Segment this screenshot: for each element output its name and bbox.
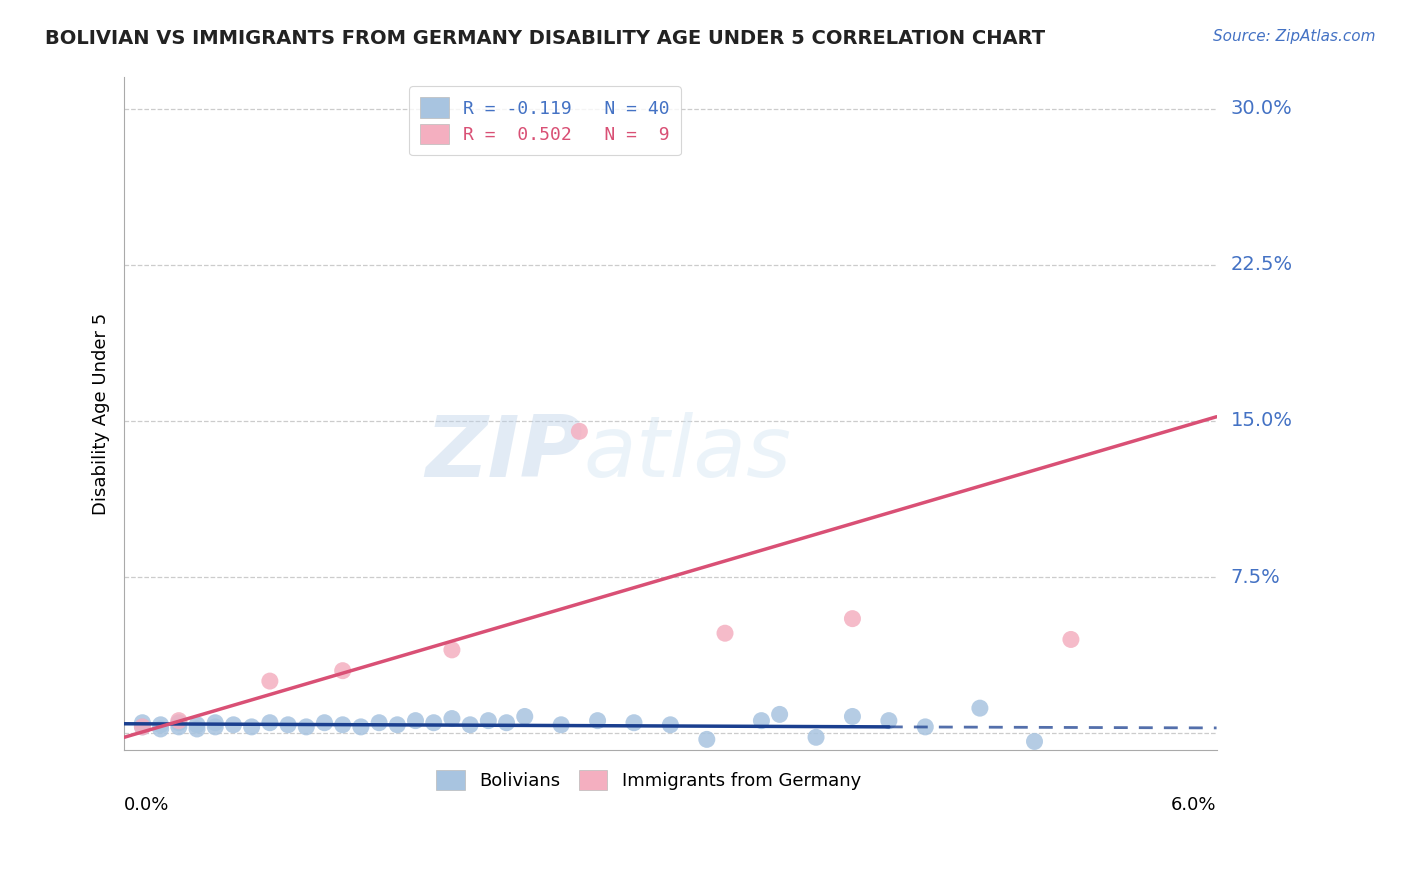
Text: Source: ZipAtlas.com: Source: ZipAtlas.com [1212, 29, 1375, 44]
Point [350, 720, 373, 734]
Point [259, 674, 281, 689]
Point [422, 715, 444, 730]
Text: BOLIVIAN VS IMMIGRANTS FROM GERMANY DISABILITY AGE UNDER 5 CORRELATION CHART: BOLIVIAN VS IMMIGRANTS FROM GERMANY DISA… [45, 29, 1045, 47]
Point [405, 714, 427, 728]
Point [458, 718, 481, 732]
Point [332, 664, 354, 678]
Point [1060, 632, 1083, 647]
Point [440, 643, 463, 657]
Point [914, 720, 936, 734]
Point [1024, 734, 1046, 748]
Point [714, 626, 737, 640]
Point [131, 720, 153, 734]
Point [440, 712, 463, 726]
Text: 30.0%: 30.0% [1230, 99, 1292, 118]
Text: 6.0%: 6.0% [1171, 796, 1216, 814]
Point [240, 720, 263, 734]
Point [186, 722, 208, 736]
Text: 15.0%: 15.0% [1230, 411, 1292, 431]
Point [295, 720, 318, 734]
Point [841, 709, 863, 723]
Point [186, 718, 208, 732]
Point [167, 720, 190, 734]
Point [131, 720, 153, 734]
Text: ZIP: ZIP [426, 412, 583, 495]
Point [332, 718, 354, 732]
Point [804, 731, 827, 745]
Point [167, 715, 190, 730]
Text: 0.0%: 0.0% [124, 796, 170, 814]
Point [277, 718, 299, 732]
Point [877, 714, 900, 728]
Point [550, 718, 572, 732]
Point [167, 714, 190, 728]
Point [149, 722, 172, 736]
Point [751, 714, 773, 728]
Point [659, 718, 682, 732]
Point [149, 718, 172, 732]
Y-axis label: Disability Age Under 5: Disability Age Under 5 [93, 312, 110, 515]
Point [623, 715, 645, 730]
Point [314, 715, 336, 730]
Point [586, 714, 609, 728]
Text: 22.5%: 22.5% [1230, 255, 1292, 274]
Point [841, 612, 863, 626]
Point [477, 714, 499, 728]
Text: 7.5%: 7.5% [1230, 567, 1281, 587]
Point [222, 718, 245, 732]
Text: atlas: atlas [583, 412, 792, 495]
Point [259, 715, 281, 730]
Point [769, 707, 792, 722]
Legend: Bolivians, Immigrants from Germany: Bolivians, Immigrants from Germany [425, 759, 872, 801]
Point [204, 720, 226, 734]
Point [387, 718, 409, 732]
Point [368, 715, 391, 730]
Point [696, 732, 718, 747]
Point [969, 701, 991, 715]
Point [513, 709, 536, 723]
Point [495, 715, 517, 730]
Point [131, 715, 153, 730]
Point [568, 425, 591, 439]
Point [204, 715, 226, 730]
